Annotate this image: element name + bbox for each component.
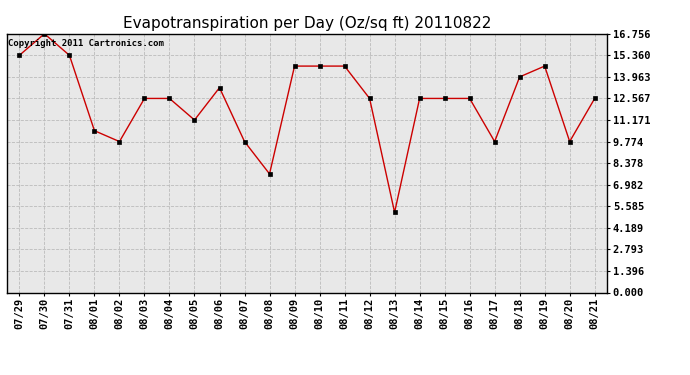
Title: Evapotranspiration per Day (Oz/sq ft) 20110822: Evapotranspiration per Day (Oz/sq ft) 20… [123,16,491,31]
Text: Copyright 2011 Cartronics.com: Copyright 2011 Cartronics.com [8,39,164,48]
